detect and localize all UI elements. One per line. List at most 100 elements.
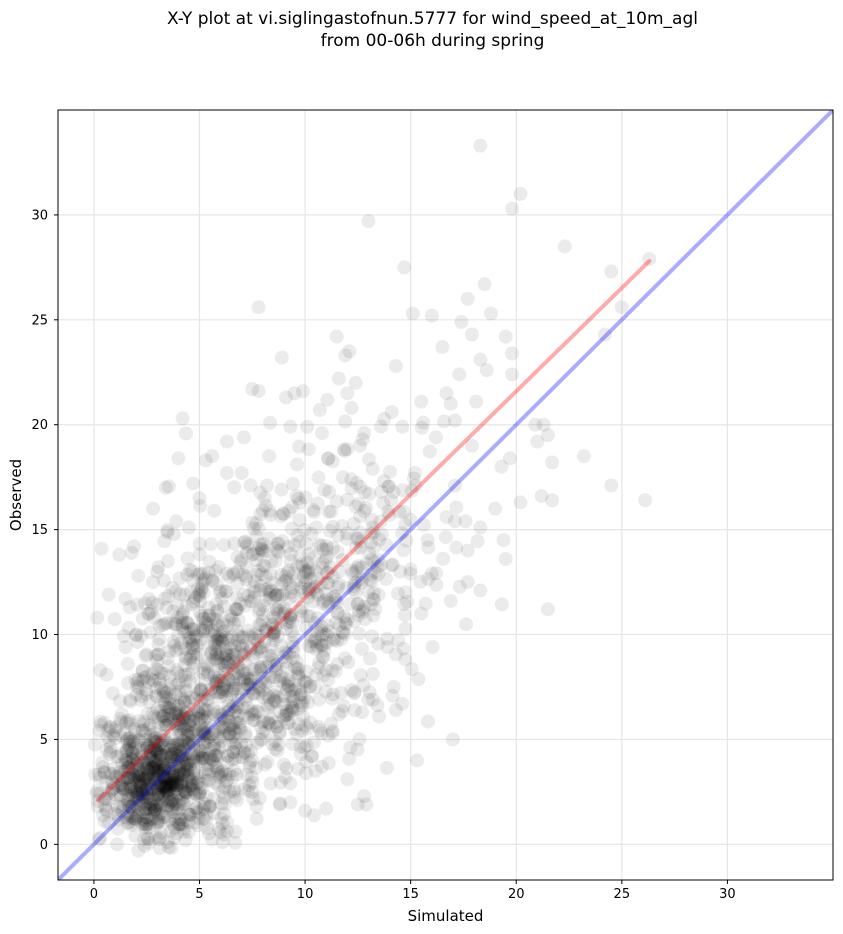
data-point (314, 638, 329, 653)
data-point (152, 786, 167, 801)
data-point (276, 587, 291, 602)
data-point (97, 765, 112, 780)
data-point (177, 783, 192, 798)
data-point (315, 560, 330, 575)
data-point (314, 619, 329, 634)
data-point (350, 742, 365, 757)
data-point (185, 637, 200, 652)
data-point (190, 750, 205, 765)
data-point (464, 327, 479, 342)
data-point (182, 757, 197, 772)
data-point (160, 778, 175, 793)
data-point (307, 808, 322, 823)
data-point (368, 601, 383, 616)
data-point (164, 795, 179, 810)
data-point (202, 713, 217, 728)
data-point (156, 769, 171, 784)
data-point (201, 826, 216, 841)
data-point (171, 698, 186, 713)
data-point (214, 768, 229, 783)
data-point (209, 748, 224, 763)
data-point (230, 624, 245, 639)
data-point (382, 507, 397, 522)
data-point (273, 775, 288, 790)
data-point (253, 720, 268, 735)
data-point (139, 647, 154, 662)
data-point (138, 806, 153, 821)
data-point (397, 260, 412, 275)
data-point (179, 651, 194, 666)
data-point (212, 685, 227, 700)
data-point (339, 617, 354, 632)
data-point (161, 782, 176, 797)
data-point (347, 614, 362, 629)
data-point (130, 675, 145, 690)
data-point (443, 396, 458, 411)
data-point (159, 712, 174, 727)
data-point (321, 599, 336, 614)
data-point (239, 560, 254, 575)
data-point (144, 604, 159, 619)
data-point (279, 704, 294, 719)
data-point (186, 655, 201, 670)
data-point (166, 786, 181, 801)
data-point (143, 761, 158, 776)
data-point (102, 792, 117, 807)
data-point (241, 588, 256, 603)
data-point (268, 670, 283, 685)
data-point (129, 798, 144, 813)
data-point (344, 400, 359, 415)
y-tick-label: 30 (31, 208, 48, 223)
data-point (143, 747, 158, 762)
data-point (157, 591, 172, 606)
data-point (89, 786, 104, 801)
data-point (122, 799, 137, 814)
data-point (225, 717, 240, 732)
data-point (148, 735, 163, 750)
data-point (287, 386, 302, 401)
data-point (194, 580, 209, 595)
data-point (135, 723, 150, 738)
data-point (251, 546, 266, 561)
data-point (150, 814, 165, 829)
data-point (231, 613, 246, 628)
data-point (161, 791, 176, 806)
data-point (124, 758, 139, 773)
data-point (257, 490, 272, 505)
data-point (137, 816, 152, 831)
data-point (208, 748, 223, 763)
data-point (252, 679, 267, 694)
data-point (299, 537, 314, 552)
data-point (272, 797, 287, 812)
data-point (209, 676, 224, 691)
data-point (185, 778, 200, 793)
data-point (165, 794, 180, 809)
data-point (338, 615, 353, 630)
data-point (326, 631, 341, 646)
data-point (167, 830, 182, 845)
data-point (97, 715, 112, 730)
data-point (235, 639, 250, 654)
data-point (215, 681, 230, 696)
data-point (209, 674, 224, 689)
data-point (140, 790, 155, 805)
data-point (162, 756, 177, 771)
data-point (195, 709, 210, 724)
data-point (150, 769, 165, 784)
data-point (147, 610, 162, 625)
data-point (528, 417, 543, 432)
data-point (123, 694, 138, 709)
data-point (308, 563, 323, 578)
data-point (310, 624, 325, 639)
data-point (130, 766, 145, 781)
data-point (315, 649, 330, 664)
data-point (226, 699, 241, 714)
data-point (156, 708, 171, 723)
data-point (165, 580, 180, 595)
data-point (197, 706, 212, 721)
data-point (180, 616, 195, 631)
data-point (272, 737, 287, 752)
data-point (240, 746, 255, 761)
data-point (228, 681, 243, 696)
data-point (331, 371, 346, 386)
